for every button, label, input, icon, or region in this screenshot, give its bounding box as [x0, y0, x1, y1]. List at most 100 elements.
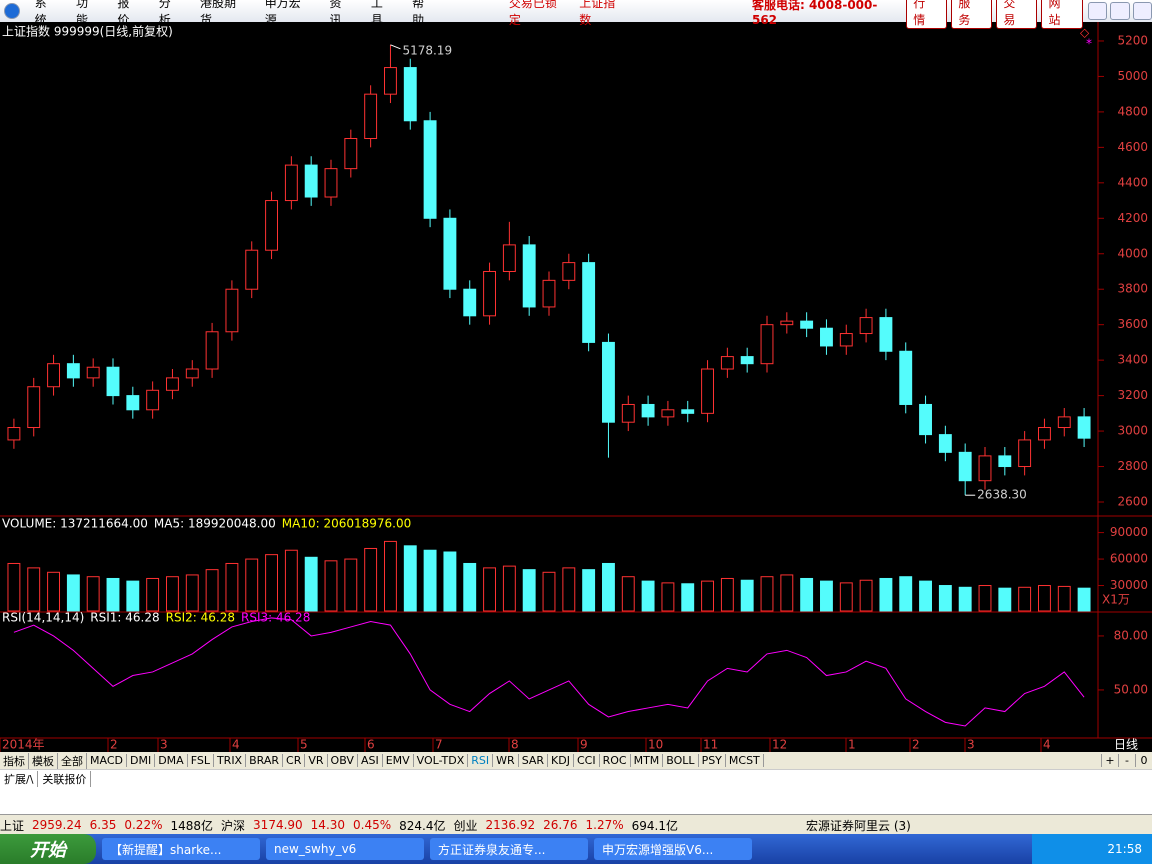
extension-tab[interactable]: 关联报价 — [38, 770, 92, 787]
indicator-tab[interactable]: 模板 — [29, 752, 58, 769]
volume-bar — [740, 579, 754, 612]
menu-item[interactable]: 系统 — [34, 0, 47, 27]
task-button[interactable]: 申万宏源增强版V6... — [594, 838, 752, 860]
indicator-tab[interactable]: EMV — [383, 754, 414, 767]
menu-item[interactable]: 分析 — [158, 0, 171, 27]
indicator-tab[interactable]: PSY — [699, 754, 726, 767]
task-button[interactable]: 【新提醒】sharke... — [102, 838, 260, 860]
candle-body — [542, 279, 556, 308]
task-button[interactable]: 方正证券泉友通专... — [430, 838, 588, 860]
app-logo — [4, 3, 20, 19]
volume-bar — [146, 577, 160, 612]
candle-body — [324, 168, 338, 198]
menu-button[interactable]: 行 情 — [906, 0, 948, 29]
menu-button[interactable]: 网 站 — [1041, 0, 1083, 29]
status-item: 2959.24 — [32, 818, 82, 832]
clock: 21:58 — [1107, 842, 1142, 856]
menu-button[interactable]: 交 易 — [996, 0, 1038, 29]
menu-item[interactable]: 帮助 — [412, 0, 425, 27]
notice[interactable]: 上证指数 — [579, 0, 616, 27]
month-label: 9 — [580, 738, 588, 752]
indicator-tab[interactable]: 全部 — [58, 752, 87, 769]
indicator-tab[interactable]: ROC — [600, 754, 631, 767]
broker[interactable]: 宏源证券阿里云 (3) — [806, 818, 911, 833]
indicator-tab[interactable]: MCST — [726, 754, 764, 767]
task-button[interactable]: new_swhy_v6 — [266, 838, 424, 860]
indicator-tab[interactable]: RSI — [468, 754, 494, 767]
menu-item[interactable]: 功能 — [75, 0, 88, 27]
indicator-tab[interactable]: MACD — [87, 754, 127, 767]
tab-control[interactable]: - — [1118, 754, 1135, 767]
volume-bar — [899, 576, 913, 612]
y-tick-label: 4800 — [1117, 104, 1148, 118]
menu-item[interactable]: 申万宏源 — [264, 0, 301, 27]
indicator-tab[interactable]: MTM — [631, 754, 664, 767]
volume-bar — [86, 576, 100, 612]
y-tick-label: 3200 — [1117, 388, 1148, 402]
volume-bar — [701, 580, 714, 612]
window-control[interactable] — [1132, 2, 1152, 20]
volume-bar — [205, 569, 219, 612]
volume-bar — [126, 580, 140, 612]
month-label: 11 — [703, 738, 718, 752]
indicator-tab[interactable]: FSL — [188, 754, 214, 767]
indicator-tab[interactable]: SAR — [519, 754, 549, 767]
y-tick-label: 50.00 — [1114, 682, 1148, 696]
menu-item[interactable]: 报价 — [117, 0, 130, 27]
window-control[interactable] — [1087, 2, 1108, 20]
indicator-tab[interactable]: TRIX — [214, 754, 247, 767]
indicator-tab[interactable]: VR — [305, 754, 328, 767]
indicator-tab[interactable]: CR — [283, 754, 306, 767]
panel-header: RSI2: 46.28 — [166, 611, 235, 625]
status-item: 1488亿 — [170, 818, 214, 833]
tab-control[interactable]: + — [1101, 754, 1118, 767]
candle-body — [998, 455, 1012, 468]
status-item: 0.45% — [353, 818, 392, 832]
y-tick-label: 60000 — [1110, 552, 1148, 566]
y-tick-label: 3800 — [1117, 282, 1148, 296]
candle-body — [641, 403, 655, 418]
menu-button[interactable]: 服 务 — [951, 0, 993, 29]
window-control[interactable] — [1110, 2, 1130, 20]
menu-item[interactable]: 工具 — [370, 0, 383, 27]
indicator-tab[interactable]: DMI — [127, 754, 156, 767]
extension-tab[interactable]: 扩展/\ — [0, 770, 39, 787]
tab-control[interactable]: 0 — [1135, 754, 1152, 767]
volume-bar — [780, 574, 794, 612]
candle-body — [423, 120, 437, 219]
candle-body — [205, 331, 219, 370]
start-button[interactable]: 开始 — [0, 834, 96, 864]
candle-body — [265, 200, 278, 251]
indicator-tab[interactable]: VOL-TDX — [414, 754, 469, 767]
candle-body — [760, 324, 774, 365]
indicator-tab[interactable]: KDJ — [548, 754, 574, 767]
menu-item[interactable]: 港股期货 — [200, 0, 237, 27]
indicator-tab[interactable]: 指标 — [0, 752, 29, 769]
volume-bar — [384, 540, 397, 612]
candle-body — [225, 288, 239, 333]
indicator-tab[interactable]: DMA — [155, 754, 188, 767]
month-label: 4 — [1043, 738, 1051, 752]
candle-body — [978, 455, 992, 482]
y-tick-label: 4200 — [1117, 211, 1148, 225]
volume-bar — [344, 558, 358, 612]
y-tick-label: 4000 — [1117, 246, 1148, 260]
menu-bar: 系统 功能 报价 分析 港股期货 申万宏源 资讯 工具 帮助 交易已锁定 上证指数 客服电话: 400… — [0, 0, 1152, 29]
month-label: 2 — [912, 738, 920, 752]
panel-header: RSI1: 46.28 — [90, 611, 159, 625]
indicator-tab[interactable]: BOLL — [663, 754, 699, 767]
volume-bar — [661, 582, 675, 612]
volume-bar — [66, 574, 80, 612]
candle-body — [284, 164, 298, 202]
month-label: 5 — [300, 738, 308, 752]
indicator-tab[interactable]: OBV — [328, 754, 358, 767]
indicator-tab[interactable]: ASI — [358, 754, 383, 767]
volume-bar — [483, 567, 496, 612]
volume-bar — [602, 562, 615, 612]
menu-item[interactable]: 资讯 — [329, 0, 342, 27]
indicator-tab[interactable]: BRAR — [246, 754, 284, 767]
notice[interactable]: 交易已锁定 — [508, 0, 557, 27]
indicator-tab[interactable]: WR — [493, 754, 519, 767]
indicator-tab[interactable]: CCI — [574, 754, 600, 767]
